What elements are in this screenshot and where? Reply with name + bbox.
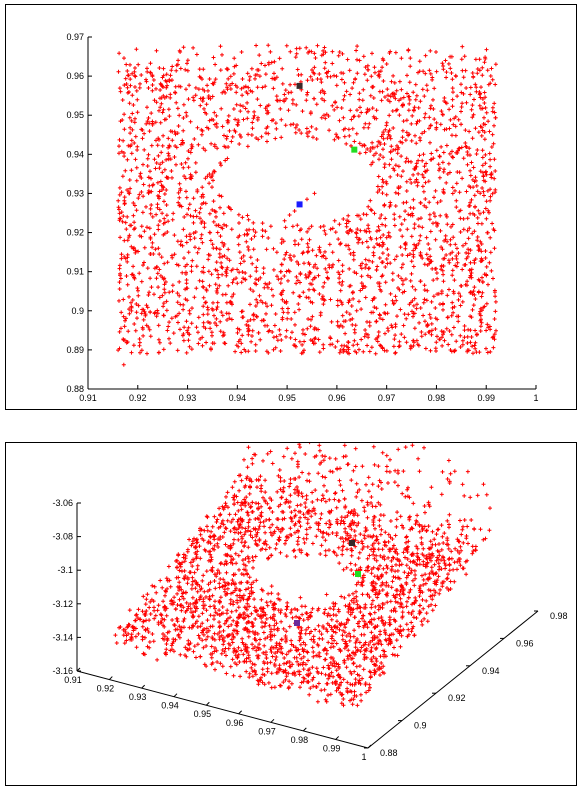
x-tick-label: 0.99 — [477, 393, 495, 403]
y-axis — [367, 610, 539, 749]
y-tick-label: 0.92 — [66, 228, 84, 238]
y-tick-label: 0.91 — [66, 267, 84, 277]
z-tick-label: -3.12 — [52, 599, 73, 609]
x-tick-label: 0.93 — [129, 692, 147, 702]
y-tick-label: 0.94 — [66, 149, 84, 159]
x-tick-label: 0.92 — [97, 684, 115, 694]
marker-purple — [294, 620, 300, 626]
x-tick-label: 0.95 — [194, 709, 212, 719]
scatter-plot-2d-panel: 0.91 0.92 0.93 0.94 0.95 0.96 0.97 0.98 0.99 1 0.8… — [5, 4, 577, 410]
y-tick-label: 0.98 — [550, 611, 568, 621]
x-tick-label: 0.96 — [226, 718, 244, 728]
scatter-plot-3d-panel: -3.06 -3.08 -3.1 -3.12 -3.14 -3.16 0.91 0.92 0.9… — [5, 442, 577, 786]
x-tick-mark — [108, 676, 113, 680]
z-tick-label: -3.14 — [52, 632, 73, 642]
x-tick-mark — [141, 684, 146, 689]
x-tick-label: 0.91 — [64, 675, 82, 685]
y-tick-label: 0.95 — [66, 110, 84, 120]
x-tick-mark — [173, 693, 178, 698]
x-tick-mark — [270, 718, 275, 723]
y-tick-label: 0.97 — [66, 32, 84, 42]
x-tick-mark — [302, 727, 307, 732]
marker-black — [296, 82, 303, 89]
y-tick-label: 0.96 — [66, 71, 84, 81]
data-points — [113, 443, 492, 708]
marker-green — [351, 146, 358, 153]
x-tick-label: 1 — [361, 752, 366, 762]
y-tick-label: 0.96 — [516, 638, 534, 648]
marker-green — [355, 571, 361, 577]
x-tick-label: 0.91 — [79, 393, 97, 403]
x-tick-mark — [367, 744, 372, 749]
marker-blue — [296, 201, 303, 208]
y-tick-label: 0.89 — [66, 345, 84, 355]
data-points — [116, 43, 498, 367]
x-tick-label: 0.94 — [229, 393, 247, 403]
x-tick-mark — [205, 701, 210, 706]
x-tick-mark — [335, 736, 340, 740]
z-tick-label: -3.06 — [52, 498, 73, 508]
y-tick-label: 0.88 — [66, 384, 84, 394]
x-tick-label: 0.98 — [291, 735, 309, 745]
x-tick-label: 0.97 — [378, 393, 396, 403]
z-tick-label: -3.1 — [57, 565, 73, 575]
x-tick-label: 0.98 — [428, 393, 446, 403]
x-tick-label: 0.97 — [258, 726, 276, 736]
x-tick-label: 0.94 — [161, 701, 179, 711]
y-tick-label: 0.92 — [448, 693, 466, 703]
x-tick-label: 0.95 — [278, 393, 296, 403]
x-tick-label: 0.99 — [323, 743, 341, 753]
point-cloud — [113, 443, 492, 708]
x-tick-label: 0.96 — [328, 393, 346, 403]
scatter-plot-3d: -3.06-3.08-3.1-3.12-3.14-3.160.910.920.9… — [52, 443, 568, 762]
x-tick-mark — [76, 667, 81, 672]
scatter-plot-2d: 0.91 0.92 0.93 0.94 0.95 0.96 0.97 0.98 0.99 1 0.8… — [66, 32, 538, 403]
x-tick-label: 0.93 — [179, 393, 197, 403]
x-tick-label: 1 — [533, 393, 538, 403]
y-tick-label: 0.9 — [414, 721, 427, 731]
x-axis — [76, 670, 369, 749]
y-tick-label: 0.88 — [380, 748, 398, 758]
x-tick-mark — [238, 710, 243, 715]
y-tick-label: 0.94 — [482, 666, 500, 676]
point-cloud — [116, 43, 498, 367]
z-tick-label: -3.16 — [52, 666, 73, 676]
marker-black — [349, 540, 355, 546]
x-tick-label: 0.92 — [129, 393, 147, 403]
y-tick-label: 0.93 — [66, 188, 84, 198]
y-tick-label: 0.9 — [71, 306, 84, 316]
z-tick-label: -3.08 — [52, 532, 73, 542]
